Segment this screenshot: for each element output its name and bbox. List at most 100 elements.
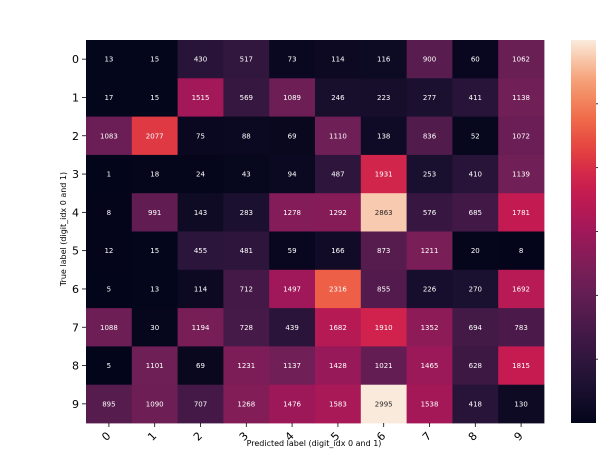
x-tick-label: 8 <box>466 429 480 443</box>
x-tick-label: 2 <box>191 429 205 443</box>
heatmap-cell <box>177 193 224 232</box>
heatmap-cell-label: 1292 <box>329 209 347 217</box>
heatmap-cell-label: 1931 <box>375 171 393 179</box>
heatmap-cell-label: 43 <box>242 171 251 179</box>
heatmap-cell-label: 694 <box>469 324 483 332</box>
heatmap-cell-label: 1278 <box>283 209 301 217</box>
heatmap-cell <box>360 193 407 232</box>
heatmap-cell <box>269 78 316 117</box>
heatmap-cell <box>223 308 270 347</box>
heatmap-cell-label: 628 <box>469 362 482 370</box>
heatmap-cell-label: 15 <box>150 94 159 102</box>
x-tick-label: 1 <box>145 429 159 443</box>
heatmap-cell-label: 130 <box>514 400 527 408</box>
y-tick-label: 8 <box>72 360 79 373</box>
heatmap-cell-label: 1682 <box>329 324 347 332</box>
heatmap-cell <box>269 231 316 271</box>
heatmap-cell-label: 166 <box>331 247 345 255</box>
heatmap-cell <box>269 346 316 386</box>
heatmap-cell <box>177 154 224 194</box>
y-tick-label: 3 <box>72 168 79 181</box>
heatmap-cell-label: 712 <box>240 285 253 293</box>
heatmap-cell-label: 430 <box>194 56 207 64</box>
heatmap-cell-label: 116 <box>377 56 391 64</box>
heatmap-cell-label: 1910 <box>375 324 393 332</box>
heatmap-cell-label: 895 <box>102 400 115 408</box>
heatmap-cell-label: 12 <box>104 247 113 255</box>
heatmap-cell-label: 1088 <box>100 324 118 332</box>
y-axis-label: True label (digit_idx 0 and 1) <box>59 172 68 287</box>
heatmap-cell <box>223 193 270 232</box>
heatmap-cell-label: 24 <box>196 171 205 179</box>
heatmap-cell-label: 410 <box>469 171 482 179</box>
heatmap-cell <box>406 231 453 271</box>
heatmap-cell <box>86 116 133 156</box>
heatmap-cell-label: 30 <box>150 324 159 332</box>
heatmap-cell-label: 1692 <box>512 285 530 293</box>
heatmap-cell-label: 1538 <box>421 400 439 408</box>
heatmap-cell <box>360 231 407 271</box>
heatmap-cell-label: 60 <box>471 56 480 64</box>
heatmap-cell <box>452 346 499 386</box>
heatmap-cell-label: 15 <box>150 56 159 64</box>
heatmap-cell-label: 1062 <box>512 56 530 64</box>
heatmap-cell-label: 1231 <box>237 362 255 370</box>
heatmap-cell <box>177 346 224 386</box>
heatmap-cell-label: 1815 <box>512 362 530 370</box>
heatmap-cell-label: 873 <box>377 247 390 255</box>
heatmap-cell-label: 418 <box>469 400 482 408</box>
heatmap-cell <box>360 384 407 424</box>
heatmap-cell <box>452 269 499 309</box>
heatmap-cell-label: 728 <box>240 324 253 332</box>
heatmap-cell-label: 1137 <box>283 362 301 370</box>
heatmap-cell-label: 73 <box>288 56 297 64</box>
heatmap-cell-label: 226 <box>423 285 437 293</box>
heatmap-cell <box>86 269 133 309</box>
y-tick-label: 4 <box>72 206 79 219</box>
heatmap-cell <box>498 269 545 309</box>
heatmap-cell <box>360 116 407 156</box>
heatmap-cell <box>223 269 270 309</box>
heatmap-cell <box>177 269 224 309</box>
heatmap-cell-label: 481 <box>240 247 253 255</box>
heatmap-cell <box>86 384 133 424</box>
heatmap-cell-label: 17 <box>104 94 113 102</box>
heatmap-cell <box>223 346 270 386</box>
heatmap-cell <box>406 269 453 309</box>
heatmap-cell-label: 59 <box>288 247 297 255</box>
heatmap-cell-label: 487 <box>331 171 344 179</box>
heatmap-cell <box>131 116 178 156</box>
heatmap-cell <box>177 231 224 271</box>
heatmap-cell <box>452 231 499 271</box>
heatmap-cell <box>269 308 316 347</box>
heatmap-cell-label: 1515 <box>192 94 210 102</box>
heatmap-cell <box>86 308 133 347</box>
heatmap-cell-label: 1138 <box>512 94 530 102</box>
heatmap-cell-label: 685 <box>469 209 482 217</box>
heatmap-cell <box>177 384 224 424</box>
heatmap-cell-label: 2077 <box>146 132 164 140</box>
heatmap-cell-label: 1110 <box>329 132 347 140</box>
heatmap-cell <box>86 154 133 194</box>
heatmap-cell <box>498 308 545 347</box>
colorbar-gradient <box>571 40 596 423</box>
heatmap-cell-label: 1021 <box>375 362 393 370</box>
heatmap-cell-label: 52 <box>471 132 480 140</box>
heatmap-cell <box>86 193 133 232</box>
y-axis-ticks: 0 1 2 3 4 5 6 7 8 9 <box>72 53 86 411</box>
heatmap-cell <box>498 78 545 117</box>
heatmap-cells <box>86 40 545 424</box>
heatmap-cell <box>269 384 316 424</box>
heatmap-cell <box>131 154 178 194</box>
heatmap-cell-label: 143 <box>194 209 207 217</box>
heatmap-cell <box>315 231 362 271</box>
heatmap-cell-label: 13 <box>150 285 159 293</box>
heatmap-cell-label: 576 <box>423 209 437 217</box>
heatmap-cell-label: 411 <box>469 94 482 102</box>
heatmap-cell-label: 138 <box>377 132 390 140</box>
heatmap-cell-label: 439 <box>285 324 298 332</box>
heatmap-cell-label: 20 <box>471 247 480 255</box>
heatmap-cell <box>406 346 453 386</box>
heatmap-cell <box>360 308 407 347</box>
